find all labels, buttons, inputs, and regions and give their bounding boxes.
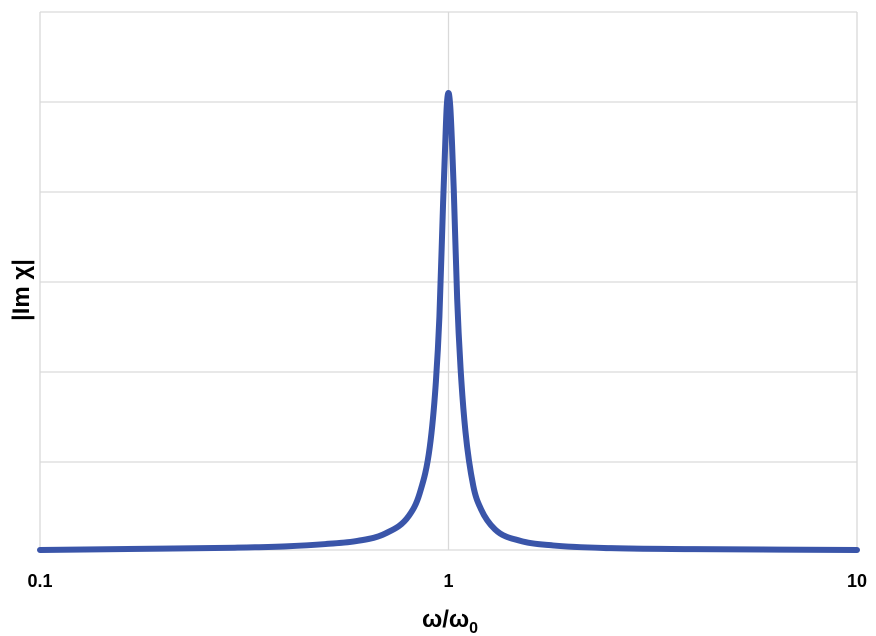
x-tick-label-1: 1: [443, 571, 453, 591]
x-tick-label-2: 10: [847, 571, 867, 591]
x-axis-title: ω/ω0: [422, 606, 478, 636]
x-axis-title-main: ω/ω: [422, 606, 469, 633]
series: [37, 90, 860, 553]
x-tick-labels: 0.1 1 10: [27, 571, 867, 591]
x-axis-title-subscript: 0: [469, 620, 478, 636]
y-axis-title: |Im χ|: [8, 259, 35, 321]
series-line-0: [37, 90, 860, 553]
x-tick-label-0: 0.1: [27, 571, 52, 591]
